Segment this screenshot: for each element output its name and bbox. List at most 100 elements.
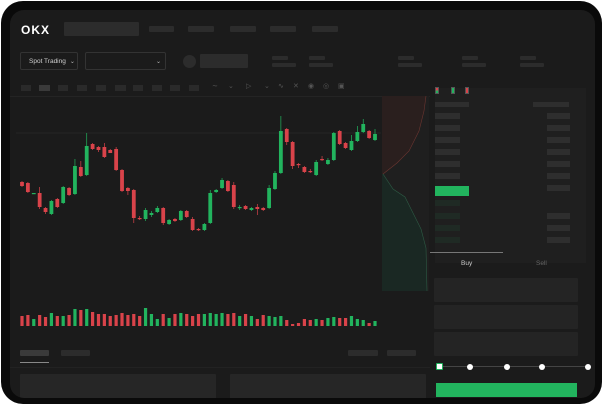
candle-up [237, 207, 242, 209]
timeframe-button[interactable] [58, 85, 68, 91]
volume-bar [243, 314, 248, 326]
bid-price [435, 225, 460, 231]
candle-down [231, 185, 236, 207]
candle-down [43, 208, 48, 212]
timeframe-button[interactable] [115, 85, 126, 91]
nav-item[interactable] [312, 26, 338, 32]
bottom-action[interactable] [387, 350, 416, 356]
slider-mark-75[interactable] [539, 364, 545, 370]
timeframe-button-active[interactable] [39, 85, 50, 91]
orderbook-header-amount [533, 102, 569, 107]
timeframe-button[interactable] [21, 85, 31, 91]
candles [20, 116, 377, 231]
timeframe-button[interactable] [96, 85, 106, 91]
volume-bar [285, 320, 289, 326]
timeframe-button[interactable] [170, 85, 180, 91]
volume-bar [61, 316, 65, 326]
candle-down [255, 207, 260, 209]
chevron-down-icon[interactable]: ⌄ [228, 83, 234, 90]
candle-down [261, 208, 266, 210]
price-input[interactable] [434, 278, 578, 302]
ask-amount [547, 125, 570, 131]
orderbook-asks-icon[interactable] [465, 87, 469, 94]
candle-up [355, 132, 360, 141]
pair-dropdown[interactable]: ⌄ [85, 52, 166, 70]
slider-mark-100[interactable] [585, 364, 591, 370]
fullscreen-icon[interactable]: ▣ [338, 83, 345, 90]
timeframe-button[interactable] [152, 85, 162, 91]
candle-down [343, 143, 348, 148]
candle-up [208, 193, 213, 223]
candle-down [137, 218, 142, 220]
stat-value [462, 63, 486, 67]
tab-open-orders[interactable] [20, 350, 49, 356]
okx-logo[interactable]: OKX [21, 23, 51, 37]
orderbook-both-icon[interactable] [435, 87, 439, 94]
ruler-icon[interactable]: ✕ [293, 83, 299, 90]
volume-bar [96, 314, 101, 326]
slider-mark-50[interactable] [504, 364, 510, 370]
coin-icon [183, 55, 196, 68]
candle-up [314, 162, 319, 175]
bid-price [435, 237, 460, 243]
volume-bar [273, 317, 277, 326]
candlestick-chart[interactable] [10, 10, 595, 398]
slider-handle[interactable] [436, 363, 443, 370]
volume-bar [67, 315, 71, 326]
bid-amount [547, 213, 570, 219]
buy-button[interactable] [436, 383, 577, 397]
ask-price [435, 137, 460, 143]
tab-sell[interactable]: Sell [536, 260, 547, 267]
volume-bar [26, 315, 30, 326]
stat-value [309, 63, 333, 67]
volume-bar [261, 315, 265, 326]
tab-buy[interactable]: Buy [461, 260, 473, 267]
nav-item[interactable] [149, 26, 174, 32]
candle-down [102, 147, 107, 157]
slider-mark-25[interactable] [467, 364, 473, 370]
bottom-action[interactable] [348, 350, 378, 356]
amount-input[interactable] [434, 305, 578, 329]
nav-item[interactable] [230, 26, 256, 32]
volume-bar [49, 313, 54, 326]
total-input[interactable] [434, 332, 578, 356]
candle-up [73, 166, 77, 194]
candle-up [326, 160, 330, 164]
indicator-icon[interactable]: ∼ [212, 83, 218, 90]
bottom-card [230, 374, 426, 398]
ask-amount [547, 173, 570, 179]
slider-track[interactable] [439, 366, 589, 367]
trading-screen: OKX Spot Trading ⌄ ⌄ ∼ ⌄ ▷ ⌄ ∿ ✕ ◉ ◎ ▣ [10, 10, 595, 398]
candle-down [114, 149, 119, 170]
bid-amount [547, 225, 570, 231]
volume-bar [338, 318, 342, 326]
candle-down [290, 142, 295, 166]
search-bar[interactable] [64, 22, 139, 36]
volume-bar [85, 309, 89, 326]
volume-bar [38, 315, 42, 326]
timeframe-button[interactable] [77, 85, 87, 91]
stat-value [272, 63, 296, 67]
candle-down [367, 131, 372, 138]
timeframe-button[interactable] [189, 85, 199, 91]
volume-bar [202, 314, 206, 326]
candle-down [337, 131, 342, 144]
camera-icon[interactable]: ◉ [308, 83, 315, 90]
line-tool-icon[interactable]: ∿ [278, 83, 284, 90]
nav-item[interactable] [270, 26, 296, 32]
nav-item[interactable] [188, 26, 214, 32]
candle-up [155, 208, 160, 212]
volume-bar [32, 319, 36, 326]
volume-bar [249, 316, 254, 326]
tab-history[interactable] [61, 350, 90, 356]
stat-label [462, 56, 478, 60]
volume-bar [296, 323, 301, 326]
timeframe-button[interactable] [133, 85, 143, 91]
settings-icon[interactable]: ◎ [323, 83, 330, 90]
spot-trading-dropdown[interactable]: Spot Trading ⌄ [20, 52, 78, 70]
chart-type-icon[interactable]: ▷ [246, 83, 252, 90]
orderbook-bids-icon[interactable] [451, 87, 455, 94]
price-placeholder [200, 54, 248, 68]
candle-down [284, 129, 289, 142]
chevron-down-icon[interactable]: ⌄ [264, 83, 270, 90]
